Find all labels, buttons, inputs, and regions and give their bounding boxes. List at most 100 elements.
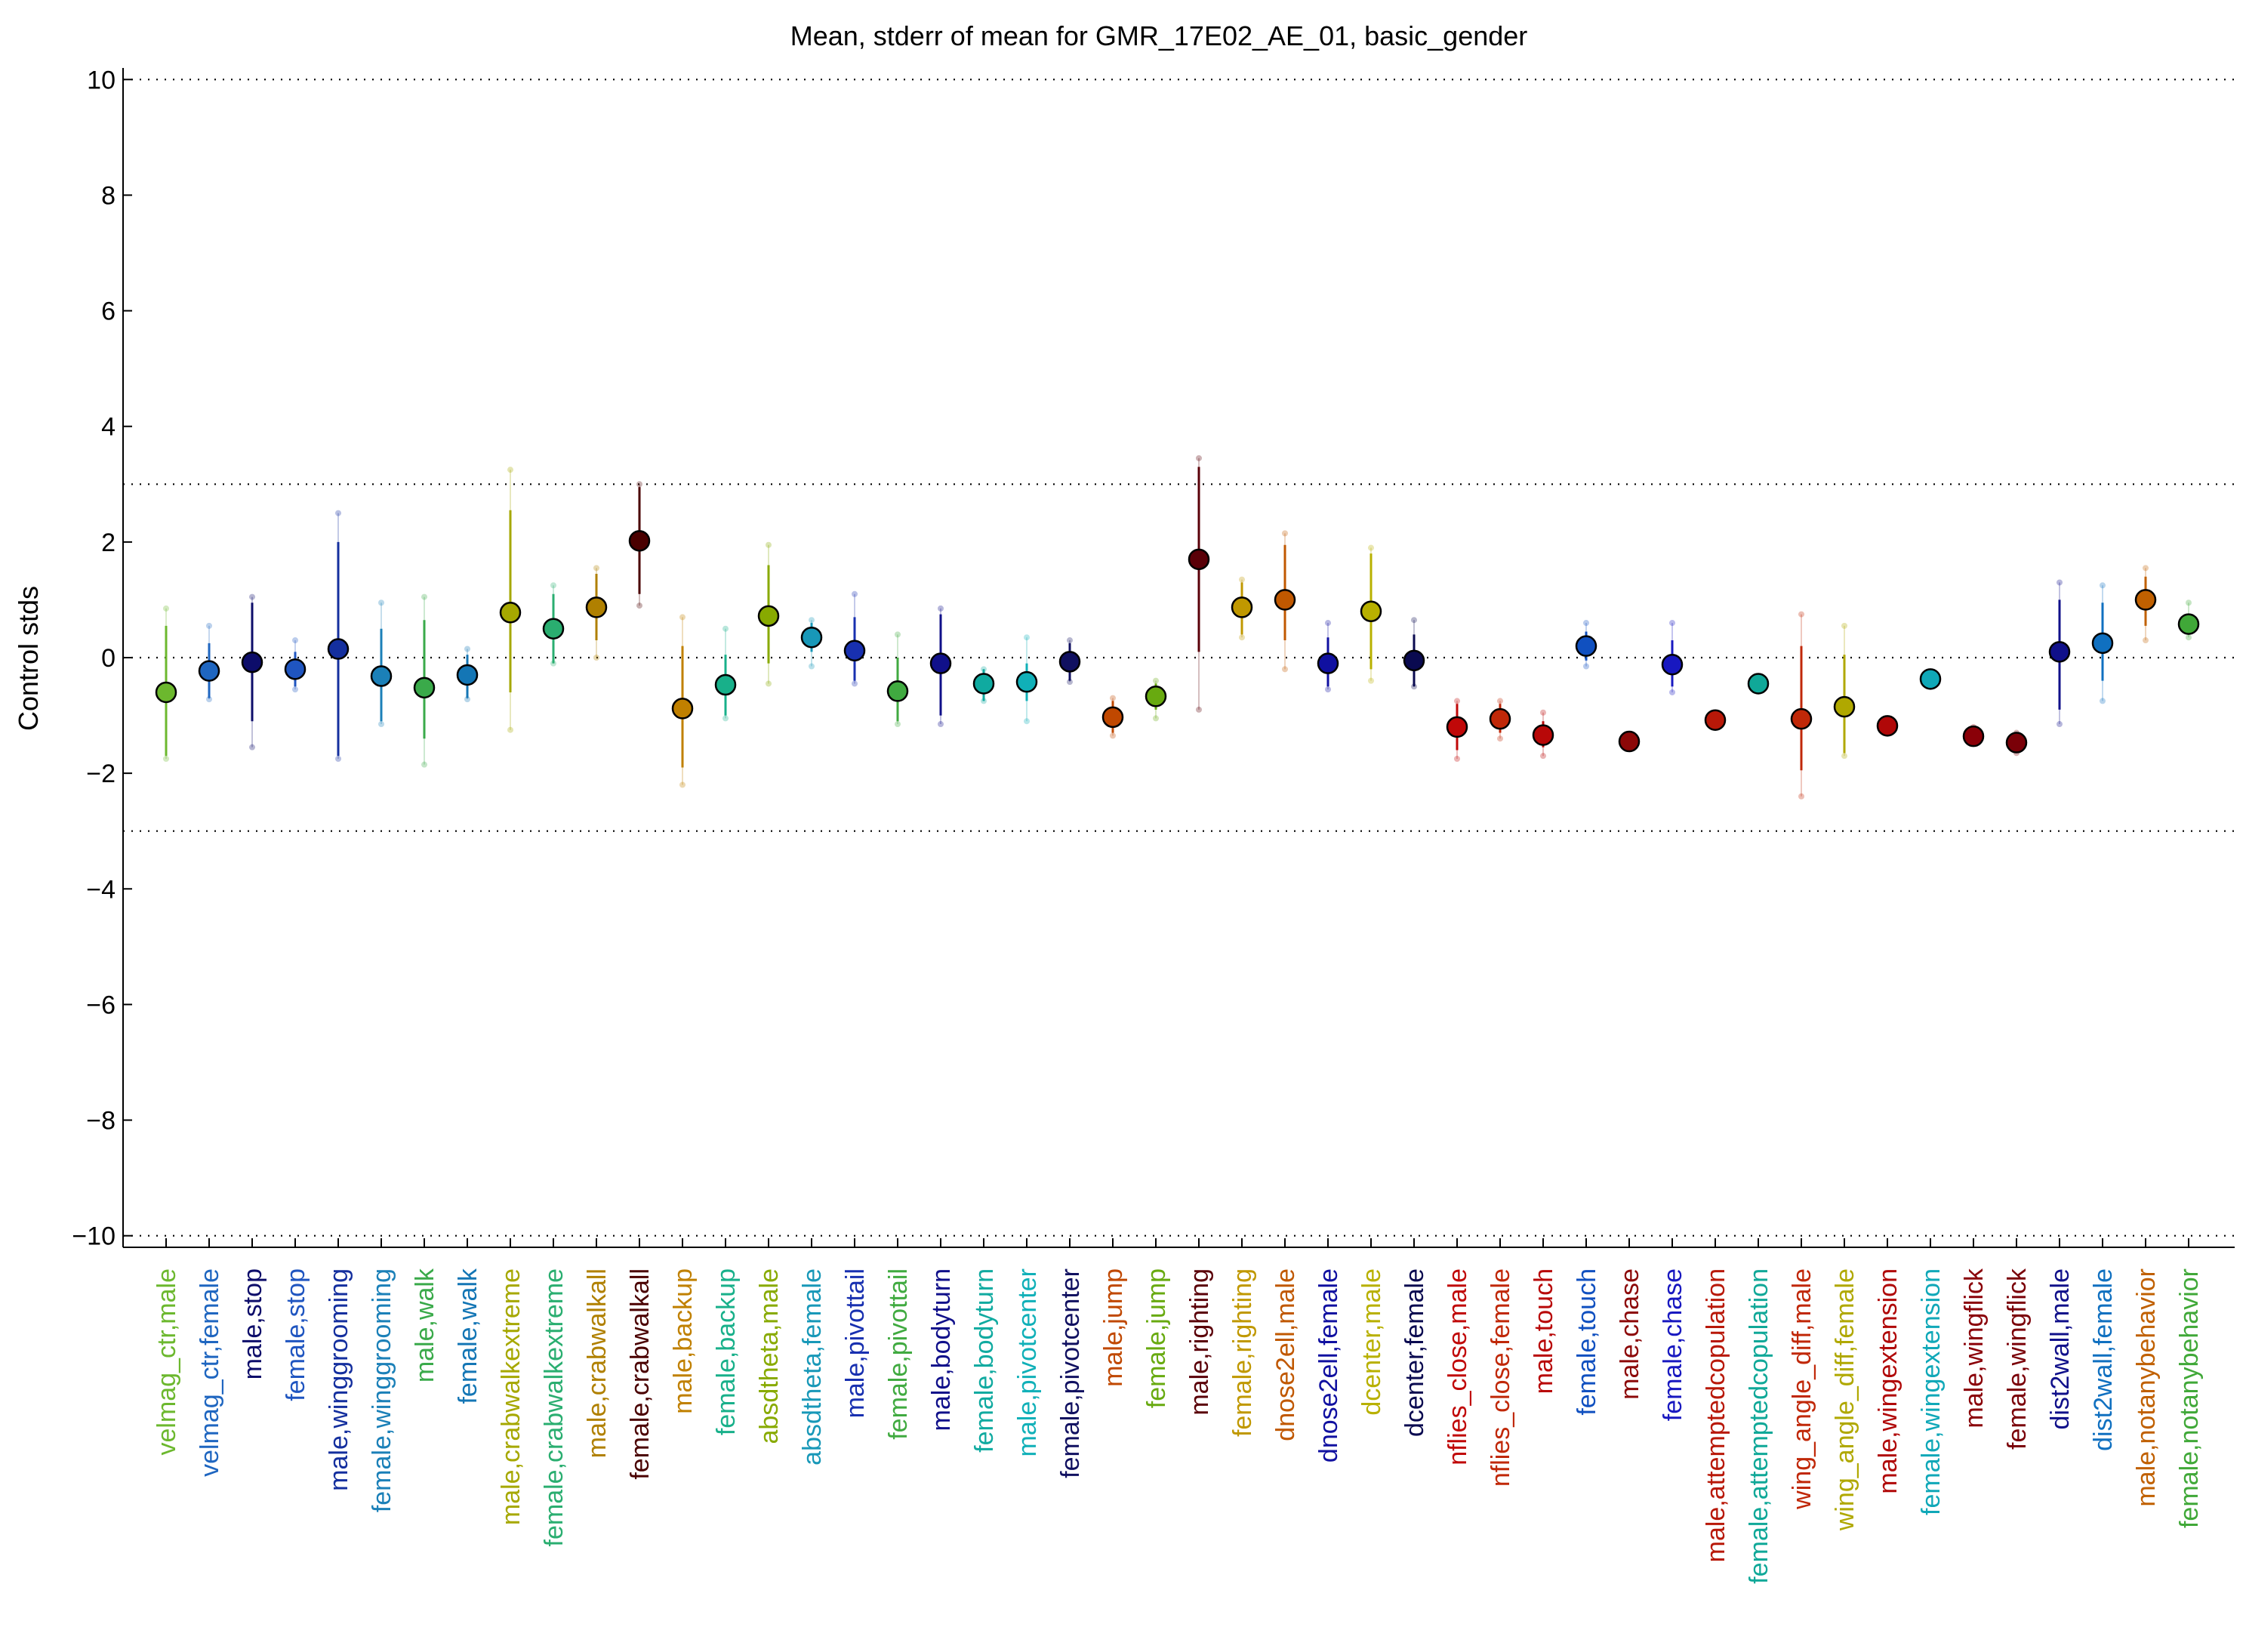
data-marks [155,455,2200,1247]
range-max-dot [378,599,384,606]
range-max-dot [292,637,298,644]
chart-title: Mean, stderr of mean for GMR_17E02_AE_01… [790,20,1528,51]
mean-point [2005,732,2028,754]
y-tick-label: 6 [101,297,116,326]
x-tick-label: female,crabwalkall [626,1268,655,1480]
x-tick-label: male,stop [239,1268,267,1379]
mean-point [413,677,436,699]
x-tick-label: male,walk [411,1268,439,1382]
x-tick-label: male,crabwalkextreme [497,1268,525,1525]
x-tick-label: male,righting [1185,1268,1214,1416]
range-min-dot [1540,753,1546,760]
range-max-dot [1024,634,1030,641]
x-tick-label: male,wingextension [1874,1268,1902,1494]
x-tick-label: male,winggrooming [325,1268,353,1491]
mean-point [800,626,823,649]
range-max-dot [464,646,470,652]
x-tick-label: dist2wall,female [2089,1268,2118,1451]
range-min-dot [464,696,470,703]
range-max-dot [335,510,341,516]
range-max-dot [593,565,599,572]
x-tick-label: male,jump [1099,1268,1128,1387]
x-tick-label: male,crabwalkall [583,1268,612,1458]
mean-point [1403,649,1425,672]
range-max-dot [2143,565,2149,572]
range-min-dot [895,721,901,728]
range-max-dot [636,481,642,488]
y-axis-label: Control stds [13,586,44,731]
range-max-dot [1454,698,1460,704]
x-tick-label: female,winggrooming [368,1268,396,1512]
range-max-dot [1669,620,1675,627]
range-min-dot [1583,663,1589,670]
mean-point [284,658,307,680]
mean-point [1919,668,1942,690]
x-tick-label: nflies_close,male [1443,1268,1472,1466]
y-tick-label: 2 [101,529,116,557]
range-max-dot [1583,620,1589,627]
mean-point [241,651,263,673]
mean-point [1101,706,1124,729]
reference-lines [123,79,2235,1237]
range-min-dot [1368,677,1374,684]
mean-point [628,530,651,552]
x-tick-label: male,pivotcenter [1013,1268,1042,1456]
range-min-dot [1454,755,1460,762]
range-min-dot [1024,718,1030,725]
mean-point [1704,709,1727,731]
x-tick-label: absdtheta,female [798,1268,827,1466]
x-tick-label: female,walk [454,1268,482,1404]
range-min-dot [1067,679,1073,686]
range-min-dot [206,696,212,703]
x-tick-label: male,notanybehavior [2132,1268,2161,1507]
mean-point [542,618,565,640]
mean-point [198,660,220,682]
x-tick-label: male,wingflick [1960,1268,1989,1429]
y-tick-label: −6 [86,991,116,1019]
range-min-dot [1196,706,1202,713]
range-max-dot [1841,622,1847,629]
range-max-dot [1368,544,1374,551]
x-tick-label: male,pivottail [841,1268,870,1418]
y-tick-label: −8 [86,1107,116,1136]
mean-point [1274,589,1296,611]
range-min-dot [1497,735,1503,742]
range-min-dot [378,721,384,728]
range-min-dot [249,744,255,750]
y-axis-ticks: 10 8 6 4 2 0 −2 −4 −6 −8 −10 [72,66,132,1251]
x-tick-label: absdtheta,male [755,1268,784,1444]
x-tick-label: male,touch [1530,1268,1558,1394]
range-min-dot [1153,715,1159,722]
range-max-dot [852,590,858,597]
range-min-dot [809,663,815,670]
mean-point [585,596,608,618]
range-min-dot [766,680,772,687]
x-tick-label: dcenter,female [1400,1268,1429,1437]
mean-point [2048,641,2071,663]
range-max-dot [1282,530,1288,537]
range-min-dot [938,721,944,728]
mean-point [843,640,866,662]
range-max-dot [766,541,772,548]
x-tick-label: female,attemptedcopulation [1745,1268,1773,1584]
mean-point [671,698,694,720]
range-min-dot [2057,721,2063,728]
mean-point [886,680,909,702]
x-tick-label: dist2wall,male [2046,1268,2075,1430]
x-tick-label: female,wingextension [1917,1268,1946,1515]
range-min-dot [335,755,341,762]
x-tick-label: velmag_ctr,female [196,1268,224,1477]
range-max-dot [809,617,815,624]
range-min-dot [1669,689,1675,695]
x-tick-label: male,chase [1616,1268,1644,1400]
y-tick-label: −10 [72,1222,116,1251]
x-tick-label: wing_angle_diff,female [1831,1268,1859,1531]
y-tick-label: 0 [101,644,116,673]
range-max-dot [1239,576,1245,583]
range-max-dot [1110,695,1116,701]
mean-point [2134,589,2157,611]
mean-point [1833,695,1856,718]
y-tick-label: 8 [101,181,116,210]
range-min-dot [593,655,599,661]
range-max-dot [1196,455,1202,461]
